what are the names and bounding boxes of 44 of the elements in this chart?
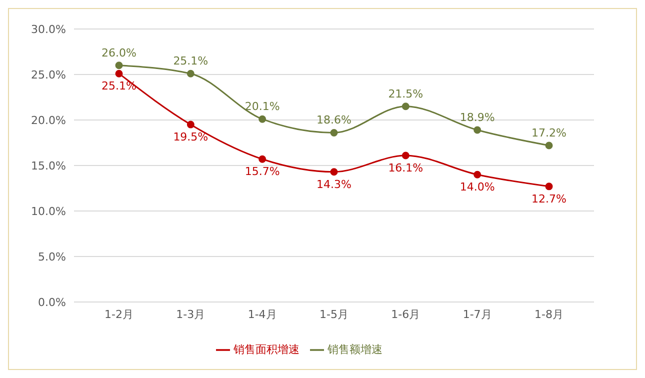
y-tick-label: 25.0%: [31, 68, 66, 82]
point: [474, 126, 482, 134]
data-label: 20.1%: [244, 100, 280, 114]
y-tick-label: 15.0%: [31, 159, 66, 172]
y-tick-label: 20.0%: [31, 114, 66, 127]
point: [186, 120, 194, 128]
point: [186, 70, 194, 78]
data-label: 17.2%: [532, 126, 566, 140]
data-label: 21.5%: [388, 87, 424, 100]
data-label: 25.1%: [173, 54, 208, 68]
x-tick-label: 1-6月: [391, 308, 420, 321]
data-label: 26.0%: [102, 46, 136, 60]
point: [545, 182, 553, 190]
data-label: 12.7%: [532, 192, 566, 206]
point: [474, 170, 482, 178]
y-tick-label: 10.0%: [31, 204, 66, 218]
point: [115, 62, 123, 70]
legend-label: 销售额增速: [328, 343, 382, 356]
data-label: 14.3%: [316, 178, 352, 191]
x-tick-label: 1-8月: [534, 308, 564, 321]
x-tick-label: 1-7月: [462, 308, 492, 321]
x-tick-label: 1-4月: [248, 308, 277, 321]
point: [330, 128, 338, 136]
y-tick-label: 0.0%: [38, 296, 66, 309]
data-label: 18.9%: [460, 111, 495, 124]
data-label: 19.5%: [173, 130, 208, 144]
point: [258, 115, 266, 123]
data-label: 14.0%: [460, 180, 495, 194]
point: [402, 152, 410, 160]
data-label: 25.1%: [102, 80, 136, 93]
point: [402, 102, 410, 110]
data-label: 16.1%: [388, 161, 424, 174]
data-label: 15.7%: [244, 165, 280, 178]
data-label: 18.6%: [316, 114, 352, 127]
x-tick-label: 1-2月: [104, 308, 134, 321]
point: [258, 155, 266, 163]
point: [115, 70, 123, 78]
y-tick-label: 5.0%: [38, 250, 66, 264]
x-tick-label: 1-5月: [320, 308, 348, 321]
legend-label: 销售面积增速: [234, 343, 300, 356]
y-tick-label: 30.0%: [31, 22, 66, 36]
point: [330, 168, 338, 176]
point: [545, 142, 553, 150]
x-tick-label: 1-3月: [176, 308, 206, 321]
